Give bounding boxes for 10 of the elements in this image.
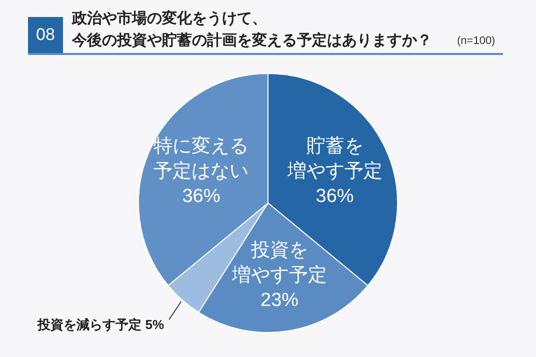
chart-title: 政治や市場の変化をうけて、今後の投資や貯蓄の計画を変える予定はありますか？: [72, 9, 432, 51]
data-label: 36%: [316, 186, 354, 207]
slice-label: 投資を増やす予定: [231, 240, 328, 286]
slice-label: 投資を減らす予定 5%: [36, 317, 164, 332]
data-label: 36%: [182, 186, 220, 207]
data-label: 23%: [260, 290, 299, 312]
text: (n=100): [457, 35, 496, 47]
text: 08: [28, 17, 63, 53]
slice-label: 貯蓄を増やす予定: [286, 136, 382, 182]
slice-label: 特に変える予定はない: [154, 134, 249, 182]
